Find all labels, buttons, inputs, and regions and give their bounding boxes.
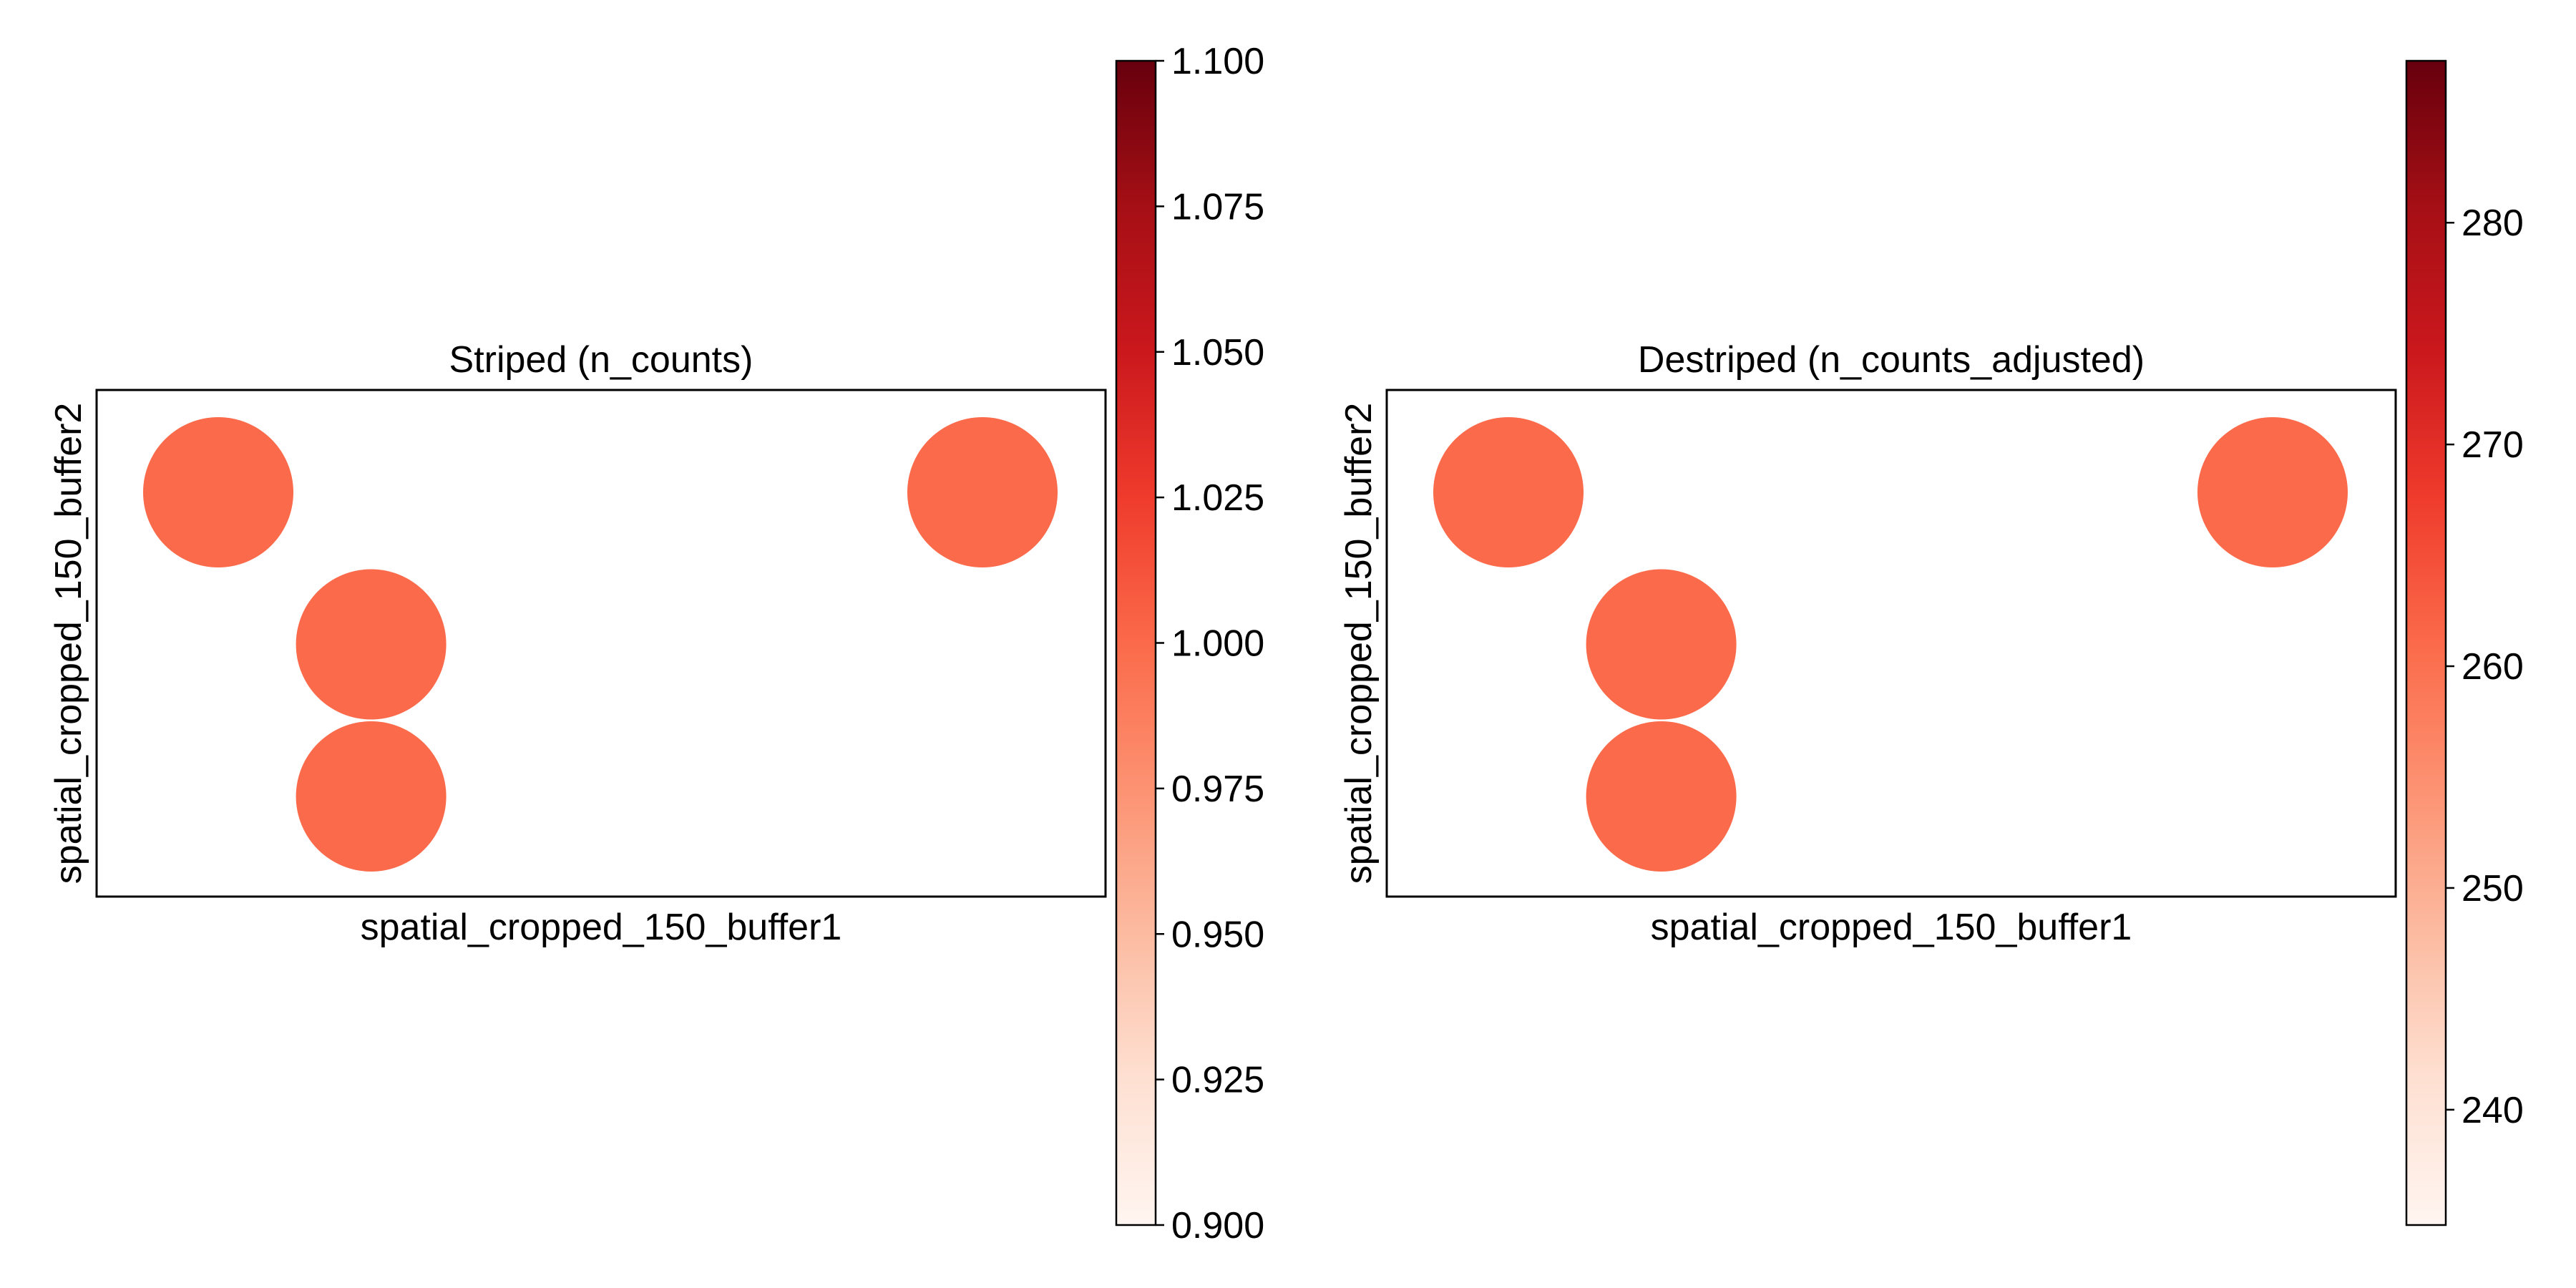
destriped-colorbar (2405, 59, 2447, 1226)
striped-colorbar-tick-label: 1.025 (1171, 477, 1264, 519)
destriped-x-axis-label: spatial_cropped_150_buffer1 (1651, 907, 2132, 948)
destriped-panel: Destriped (n_counts_adjusted) spatial_cro… (1338, 59, 2524, 1226)
destriped-spot-point (2197, 417, 2348, 567)
striped-x-axis-label: spatial_cropped_150_buffer1 (361, 907, 842, 948)
destriped-spot-point (1586, 721, 1737, 872)
destriped-colorbar-tick-label: 250 (2462, 868, 2524, 909)
striped-colorbar-tick-label: 0.975 (1171, 769, 1264, 810)
striped-panel: Striped (n_counts) spatial_cropped_150_bu… (48, 41, 1264, 1246)
destriped-spot-point (1433, 417, 1584, 567)
destriped-colorbar-tick-label: 240 (2462, 1090, 2524, 1131)
striped-colorbar-tick-label: 0.925 (1171, 1060, 1264, 1101)
destriped-title: Destriped (n_counts_adjusted) (1638, 339, 2145, 381)
striped-colorbar (1115, 59, 1157, 1226)
destriped-colorbar-tick-label: 280 (2462, 203, 2524, 244)
striped-colorbar-tick-label: 1.000 (1171, 623, 1264, 665)
striped-colorbar-tick-label: 0.900 (1171, 1205, 1264, 1246)
striped-colorbar-tick-label: 1.100 (1171, 41, 1264, 82)
striped-axes-frame (95, 389, 1107, 898)
striped-spot-point (143, 417, 293, 567)
striped-spot-point (907, 417, 1058, 567)
destriped-spot-point (1586, 569, 1737, 720)
striped-spot-point (296, 721, 447, 872)
striped-colorbar-tick-label: 0.950 (1171, 914, 1264, 955)
striped-spot-point (296, 569, 447, 720)
destriped-colorbar-tick-label: 260 (2462, 646, 2524, 688)
striped-title: Striped (n_counts) (449, 339, 753, 381)
destriped-axes-frame (1385, 389, 2397, 898)
striped-y-axis-label: spatial_cropped_150_buffer2 (48, 403, 89, 884)
destriped-colorbar-tick-label: 270 (2462, 424, 2524, 466)
striped-colorbar-tick-label: 1.075 (1171, 186, 1264, 228)
destriped-y-axis-label: spatial_cropped_150_buffer2 (1338, 403, 1380, 884)
striped-colorbar-tick-label: 1.050 (1171, 332, 1264, 374)
